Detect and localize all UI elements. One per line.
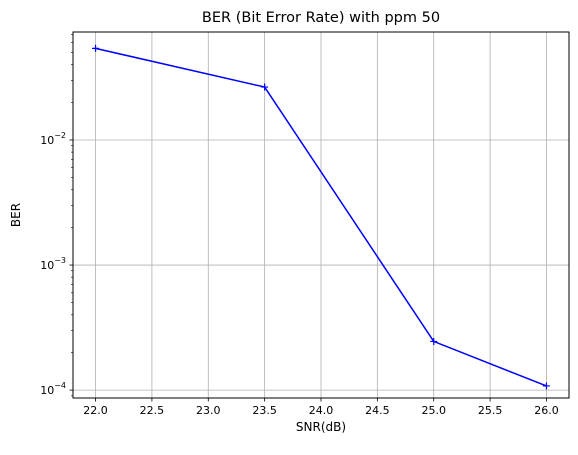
plot-series [92, 44, 550, 390]
y-tick-label: 10−2 [40, 131, 66, 147]
x-tick-label: 25.0 [421, 404, 446, 417]
data-point-marker [261, 83, 269, 91]
axis-ticks: 22.0 22.5 23.0 23.5 24.0 24.5 25.0 25.5 26.0 10−2… [40, 33, 559, 417]
x-tick-label: 24.0 [309, 404, 334, 417]
y-tick-label: 10−3 [40, 256, 66, 272]
x-tick-label: 22.0 [83, 404, 108, 417]
x-tick-label: 25.5 [478, 404, 503, 417]
data-point-marker [92, 44, 100, 52]
x-tick-label: 23.5 [252, 404, 277, 417]
x-tick-label: 23.0 [196, 404, 221, 417]
chart-title: BER (Bit Error Rate) with ppm 50 [202, 10, 440, 26]
x-tick-label: 22.5 [140, 404, 165, 417]
x-tick-label: 24.5 [365, 404, 390, 417]
grid-lines [73, 32, 569, 398]
data-point-marker [542, 382, 550, 390]
series-line [95, 47, 547, 387]
y-tick-label: 10−4 [40, 381, 66, 397]
data-point-marker [430, 337, 438, 345]
x-tick-label: 26.0 [534, 404, 559, 417]
x-axis-label: SNR(dB) [296, 420, 346, 434]
y-axis-label: BER [9, 203, 23, 227]
